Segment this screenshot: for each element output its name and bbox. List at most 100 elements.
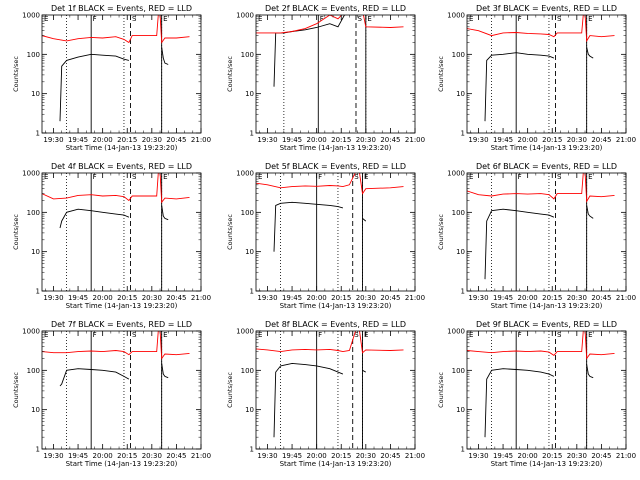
x-tick-label: 20:00 [518,452,538,460]
marker-label: S [557,15,562,23]
panel-frame [41,14,202,134]
marker-label: E [469,173,473,181]
x-tick-label: 19:45 [282,136,302,144]
marker-label: E [44,331,48,339]
x-tick-label: 20:00 [93,294,113,302]
x-tick-label: 20:45 [166,136,186,144]
panel-title: Det 5f BLACK = Events, RED = LLD [265,162,406,171]
marker-label: E [364,173,368,181]
marker-label: E [44,173,48,181]
x-tick-label: 19:45 [68,452,88,460]
x-tick-label: 20:45 [380,136,400,144]
y-tick-label: 100 [452,51,465,59]
x-tick-label: 20:00 [307,294,327,302]
panel-frame [255,330,416,450]
marker-label: F [518,331,522,339]
panel-title: Det 2f BLACK = Events, RED = LLD [265,4,406,13]
marker-label: E [367,15,371,23]
y-axis-label: Counts/sec [226,214,234,250]
panel-title: Det 1f BLACK = Events, RED = LLD [51,4,192,13]
y-tick-label: 1 [36,288,40,296]
series-line-events [484,47,594,122]
marker-label: S [132,173,137,181]
x-tick-label: 20:30 [356,452,376,460]
series-line-lld [42,331,190,360]
x-tick-label: 20:30 [567,294,587,302]
x-tick-label: 21:00 [191,136,211,144]
y-axis-label: Counts/sec [12,372,20,408]
marker-label: F [320,15,324,23]
series-line-lld [42,173,190,204]
marker-label: S [354,173,359,181]
x-tick-label: 20:30 [142,136,162,144]
y-tick-label: 100 [241,209,254,217]
y-tick-label: 1 [250,288,254,296]
y-axis-label: Counts/sec [437,56,445,92]
x-tick-label: 20:45 [591,136,611,144]
x-tick-label: 20:45 [166,294,186,302]
panel-frame [466,172,627,292]
marker-label: E [588,15,592,23]
panel-frame [255,172,416,292]
panel-title: Det 8f BLACK = Events, RED = LLD [265,320,406,329]
panel-frame [466,330,627,450]
x-tick-label: 20:00 [93,452,113,460]
marker-label: S [132,15,137,23]
y-axis-label: Counts/sec [226,56,234,92]
x-tick-label: 19:30 [257,452,277,460]
x-tick-label: 19:45 [493,452,513,460]
x-axis-label: Start Time (14-Jan-13 19:23:20) [491,460,603,468]
x-tick-label: 20:30 [142,452,162,460]
y-tick-label: 100 [241,367,254,375]
y-tick-label: 1000 [447,12,465,20]
x-tick-label: 20:15 [542,294,562,302]
x-tick-label: 21:00 [616,294,636,302]
x-tick-label: 21:00 [191,452,211,460]
marker-label: S [557,331,562,339]
marker-label: E [163,15,167,23]
x-tick-label: 20:30 [142,294,162,302]
series-line-events [59,47,169,122]
x-tick-label: 21:00 [191,294,211,302]
series-line-lld [42,15,190,44]
x-tick-label: 19:30 [257,136,277,144]
panel-frame [255,14,416,134]
marker-label: E [44,15,48,23]
x-tick-label: 20:00 [93,136,113,144]
x-tick-label: 20:45 [166,452,186,460]
x-tick-label: 19:30 [468,452,488,460]
x-tick-label: 20:45 [380,294,400,302]
y-axis-label: Counts/sec [437,372,445,408]
marker-label: F [93,331,97,339]
x-axis-label: Start Time (14-Jan-13 19:23:20) [491,144,603,152]
marker-label: E [364,331,368,339]
x-tick-label: 20:45 [591,452,611,460]
x-tick-label: 20:45 [591,294,611,302]
marker-label: E [163,173,167,181]
marker-label: S [557,173,562,181]
x-tick-label: 20:15 [331,136,351,144]
marker-label: E [469,331,473,339]
y-tick-label: 10 [456,248,465,256]
marker-label: F [93,15,97,23]
x-tick-label: 20:15 [331,294,351,302]
x-tick-label: 20:30 [567,452,587,460]
x-axis-label: Start Time (14-Jan-13 19:23:20) [280,460,392,468]
y-tick-label: 100 [452,209,465,217]
y-tick-label: 100 [27,209,40,217]
y-axis-label: Counts/sec [226,372,234,408]
series-line-events [484,364,594,438]
series-line-events [59,363,169,387]
series-line-events [484,205,594,280]
x-tick-label: 19:30 [468,136,488,144]
series-line-events [273,15,346,87]
x-tick-label: 20:30 [567,136,587,144]
x-tick-label: 19:30 [468,294,488,302]
x-axis-label: Start Time (14-Jan-13 19:23:20) [280,302,392,310]
y-tick-label: 100 [241,51,254,59]
x-tick-label: 21:00 [405,136,425,144]
x-tick-label: 20:45 [380,452,400,460]
series-line-events [273,362,367,438]
